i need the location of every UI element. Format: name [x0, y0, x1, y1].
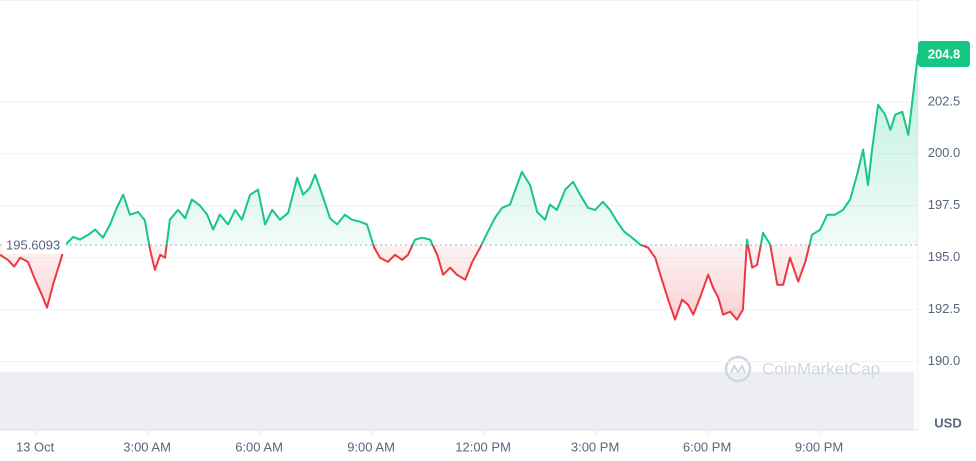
x-tick-label: 9:00 AM [347, 439, 395, 454]
volume-band [0, 372, 914, 430]
baseline-label: 195.6093 [6, 237, 60, 252]
last-value-badge [918, 41, 970, 68]
watermark-logo-mark [730, 363, 746, 374]
top-border [0, 0, 918, 1]
x-tick-label: 9:00 PM [795, 439, 843, 454]
baseline-label-bg [2, 236, 66, 255]
last-value-label: 204.8 [928, 46, 961, 61]
x-tick-label: 6:00 PM [683, 439, 731, 454]
y-tick-label: 195.0 [928, 249, 961, 264]
y-tick-label: 190.0 [928, 353, 961, 368]
x-tick-label: 3:00 PM [571, 439, 619, 454]
y-tick-label: 197.5 [928, 197, 961, 212]
watermark: CoinMarketCap [724, 355, 880, 383]
y-tick-label: 192.5 [928, 301, 961, 316]
x-tick-label: 13 Oct [16, 439, 55, 454]
price-area [0, 54, 918, 320]
x-tick-label: 12:00 PM [455, 439, 511, 454]
watermark-logo [724, 355, 752, 383]
y-tick-label: 202.5 [928, 93, 961, 108]
watermark-text: CoinMarketCap [762, 359, 880, 378]
y-tick-label: 200.0 [928, 145, 961, 160]
x-tick-label: 6:00 AM [235, 439, 283, 454]
price-line [0, 53, 919, 321]
x-tick-label: 3:00 AM [123, 439, 171, 454]
currency-label: USD [934, 415, 961, 430]
